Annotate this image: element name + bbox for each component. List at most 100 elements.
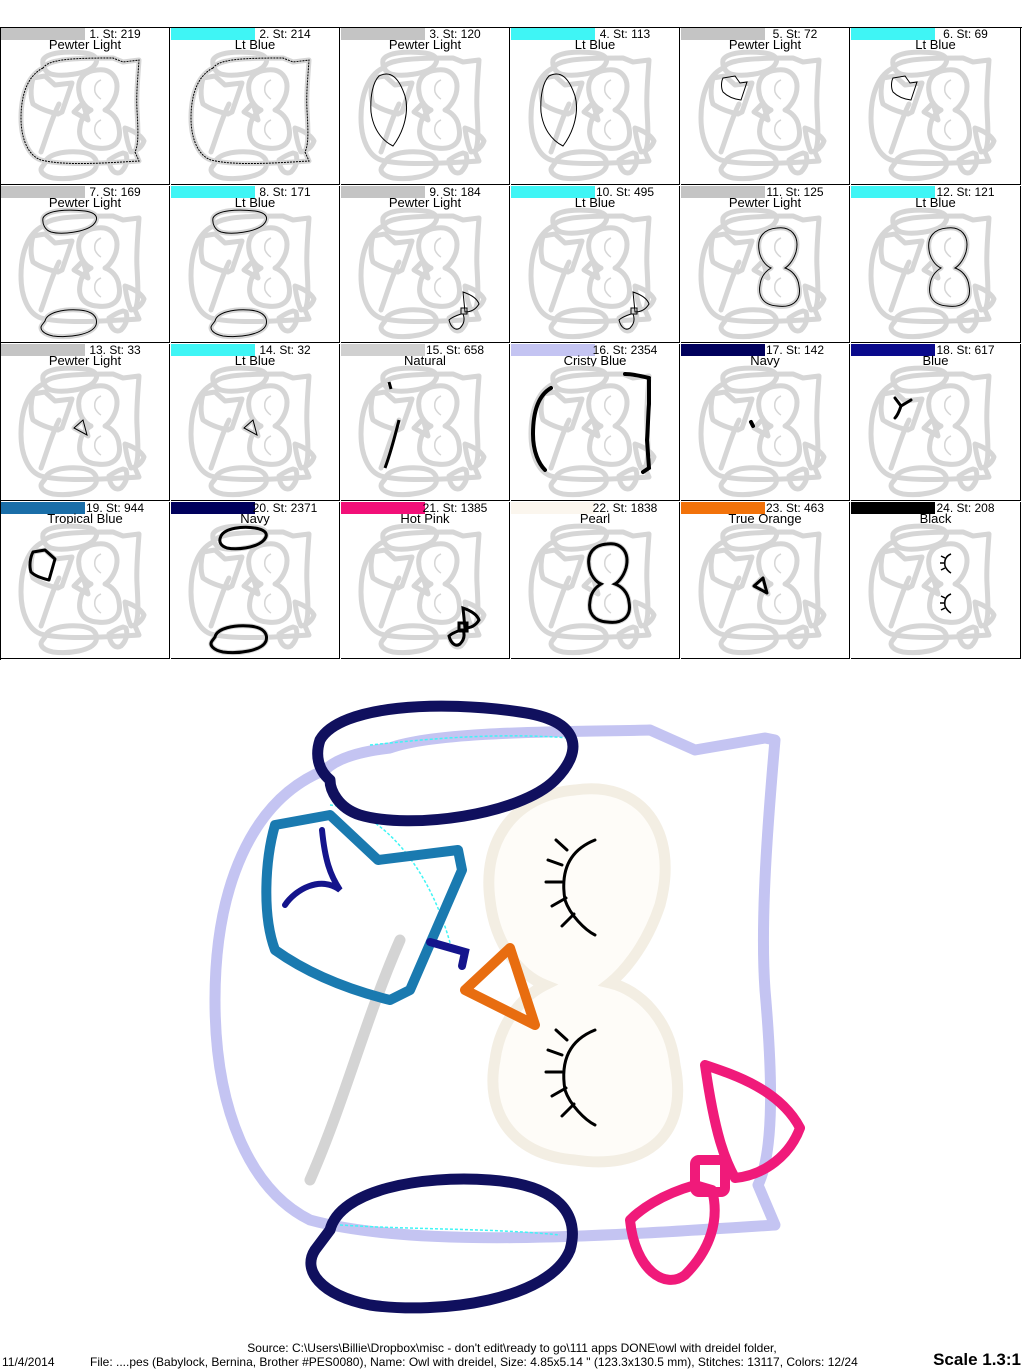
step-label: 18. St: 617 xyxy=(936,344,995,357)
thread-color-name: Lt Blue xyxy=(915,37,956,52)
color-swatch xyxy=(1,186,85,198)
thread-color-name: Blue xyxy=(922,353,949,368)
print-date: 11/4/2014 xyxy=(2,1355,55,1369)
color-step-11: 11. St: 125 Pewter Light xyxy=(681,186,850,343)
color-step-4: 4. St: 113 Lt Blue xyxy=(511,28,680,185)
thread-color-name: Lt Blue xyxy=(234,195,276,210)
color-swatch xyxy=(1,502,85,514)
color-swatch xyxy=(341,28,425,40)
natural-curve xyxy=(304,934,406,1186)
step-label: 3. St: 120 xyxy=(429,28,481,41)
step-thumbnail xyxy=(358,365,487,498)
step-label: 2. St: 214 xyxy=(259,28,311,41)
thread-color-name: Tropical Blue xyxy=(47,511,123,526)
placement-stitch-book xyxy=(329,804,453,951)
step-thumbnail xyxy=(868,523,997,656)
color-swatch xyxy=(511,502,595,514)
color-swatch xyxy=(851,28,935,40)
color-step-8: 8. St: 171 Lt Blue xyxy=(171,186,340,343)
embroidery-preview xyxy=(209,700,805,1314)
color-swatch xyxy=(171,186,255,198)
thread-color-name: Lt Blue xyxy=(234,353,276,368)
step-label: 15. St: 658 xyxy=(425,344,485,357)
color-swatch xyxy=(1,344,85,356)
scale-label: Scale 1.3:1 xyxy=(933,1350,1021,1369)
step-label: 24. St: 208 xyxy=(936,502,995,515)
step-thumbnail xyxy=(358,523,487,656)
thread-color-name: Pewter Light xyxy=(48,37,122,52)
thread-color-name: Pewter Light xyxy=(728,195,802,210)
step-thumbnail xyxy=(868,49,997,182)
pearl-eyes xyxy=(483,783,684,1168)
color-step-5: 5. St: 72 Pewter Light xyxy=(681,28,850,185)
step-thumbnail xyxy=(528,49,657,182)
step-label: 7. St: 169 xyxy=(89,186,141,199)
navy-wing-bottom xyxy=(305,1173,578,1314)
step-label: 6. St: 69 xyxy=(943,28,988,41)
navy-wing-top xyxy=(312,700,579,827)
color-swatch xyxy=(1,28,85,40)
step-thumbnail xyxy=(528,365,657,498)
color-step-7: 7. St: 169 Pewter Light xyxy=(1,186,170,343)
step-label: 8. St: 171 xyxy=(259,186,311,199)
step-thumbnail xyxy=(358,207,487,340)
thread-color-name: Navy xyxy=(240,511,270,526)
color-step-18: 18. St: 617 Blue xyxy=(851,344,1021,501)
step-thumbnail xyxy=(188,365,317,498)
color-swatch xyxy=(511,186,595,198)
color-step-13: 13. St: 33 Pewter Light xyxy=(1,344,170,501)
color-swatch xyxy=(171,344,255,356)
step-thumbnail xyxy=(868,365,997,498)
thread-color-name: Lt Blue xyxy=(915,195,956,210)
step-label: 11. St: 125 xyxy=(766,186,824,199)
color-step-6: 6. St: 69 Lt Blue xyxy=(851,28,1021,185)
step-thumbnail xyxy=(358,49,487,182)
step-thumbnail xyxy=(868,207,997,340)
step-label: 1. St: 219 xyxy=(89,28,141,41)
color-step-16: 16. St: 2354 Cristy Blue xyxy=(511,344,680,501)
step-label: 21. St: 1385 xyxy=(422,502,488,515)
color-swatch xyxy=(681,28,765,40)
color-step-19: 19. St: 944 Tropical Blue xyxy=(1,502,170,659)
book-blue-spine xyxy=(282,827,343,908)
color-swatch xyxy=(851,186,935,198)
step-label: 16. St: 2354 xyxy=(592,344,658,357)
thread-color-name: Lt Blue xyxy=(234,37,276,52)
thread-color-name: Pearl xyxy=(579,511,611,526)
source-path: Source: C:\Users\Billie\Dropbox\misc - d… xyxy=(247,1341,777,1355)
color-step-15: 15. St: 658 Natural xyxy=(341,344,510,501)
color-step-23: 23. St: 463 True Orange xyxy=(681,502,850,659)
step-thumbnail xyxy=(18,523,147,656)
color-swatch xyxy=(681,502,765,514)
color-step-22: 22. St: 1838 Pearl xyxy=(511,502,680,659)
color-swatch xyxy=(511,28,595,40)
step-label: 9. St: 184 xyxy=(429,186,481,199)
step-thumbnail xyxy=(698,365,827,498)
color-step-17: 17. St: 142 Navy xyxy=(681,344,850,501)
placement-stitch-top xyxy=(369,735,571,746)
step-label: 14. St: 32 xyxy=(259,344,311,357)
step-thumbnail xyxy=(188,49,317,182)
color-step-3: 3. St: 120 Pewter Light xyxy=(341,28,510,185)
step-label: 22. St: 1838 xyxy=(592,502,658,515)
step-thumbnail xyxy=(18,365,147,498)
thread-color-name: Pewter Light xyxy=(48,353,122,368)
color-step-2: 2. St: 214 Lt Blue xyxy=(171,28,340,185)
step-thumbnail xyxy=(188,523,317,656)
step-thumbnail xyxy=(528,207,657,340)
step-thumbnail xyxy=(18,207,147,340)
color-step-9: 9. St: 184 Pewter Light xyxy=(341,186,510,343)
thread-color-name: Hot Pink xyxy=(400,511,450,526)
eyelashes xyxy=(544,838,597,1127)
color-step-21: 21. St: 1385 Hot Pink xyxy=(341,502,510,659)
color-step-10: 10. St: 495 Lt Blue xyxy=(511,186,680,343)
color-swatch xyxy=(681,344,765,356)
thread-color-name: Lt Blue xyxy=(574,195,616,210)
step-label: 12. St: 121 xyxy=(936,186,995,199)
color-step-1: 1. St: 219 Pewter Light xyxy=(1,28,170,185)
step-thumbnail xyxy=(528,523,657,656)
step-label: 20. St: 2371 xyxy=(252,502,318,515)
thread-color-name: Pewter Light xyxy=(388,195,462,210)
step-thumbnail xyxy=(188,207,317,340)
color-swatch xyxy=(341,186,425,198)
